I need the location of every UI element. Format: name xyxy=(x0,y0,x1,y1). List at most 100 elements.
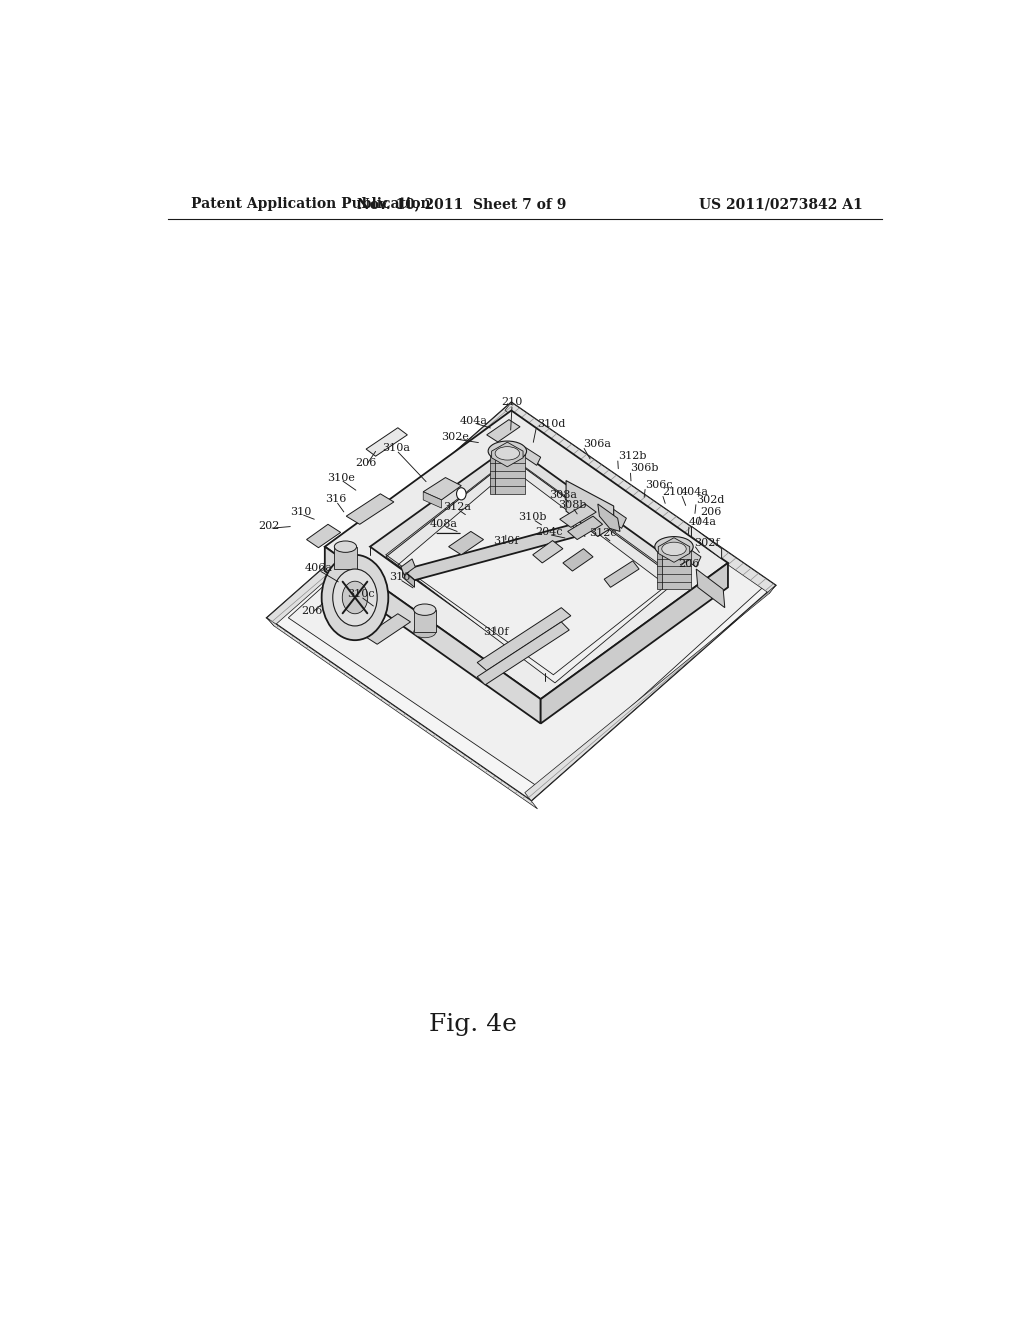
Text: 210: 210 xyxy=(502,397,523,408)
Ellipse shape xyxy=(334,541,356,552)
Text: 306a: 306a xyxy=(583,440,610,449)
Text: 406a: 406a xyxy=(304,564,333,573)
Text: Patent Application Publication: Patent Application Publication xyxy=(191,197,431,211)
Ellipse shape xyxy=(496,446,519,461)
Polygon shape xyxy=(267,403,775,801)
Text: 302f: 302f xyxy=(694,537,719,548)
Polygon shape xyxy=(604,561,639,587)
Polygon shape xyxy=(449,532,483,554)
Polygon shape xyxy=(691,527,722,558)
Polygon shape xyxy=(367,428,408,457)
PathPatch shape xyxy=(505,403,775,594)
Polygon shape xyxy=(423,478,461,500)
Polygon shape xyxy=(370,445,687,673)
Text: 202: 202 xyxy=(259,521,280,532)
Polygon shape xyxy=(658,537,690,562)
Polygon shape xyxy=(656,546,662,589)
Circle shape xyxy=(322,554,388,640)
Text: 306b: 306b xyxy=(631,463,658,474)
Text: 310a: 310a xyxy=(382,444,411,453)
Ellipse shape xyxy=(654,537,693,557)
Circle shape xyxy=(333,569,377,626)
Text: 316: 316 xyxy=(326,494,346,504)
Text: 312b: 312b xyxy=(617,451,646,461)
Circle shape xyxy=(457,487,466,500)
Polygon shape xyxy=(306,524,341,548)
PathPatch shape xyxy=(267,618,538,809)
Text: 310f: 310f xyxy=(482,627,508,638)
Polygon shape xyxy=(402,570,415,587)
Polygon shape xyxy=(496,451,524,494)
Polygon shape xyxy=(524,585,775,801)
Text: 310d: 310d xyxy=(537,418,565,429)
Polygon shape xyxy=(414,610,436,632)
Polygon shape xyxy=(401,558,416,576)
Polygon shape xyxy=(334,546,356,569)
Polygon shape xyxy=(489,451,496,494)
Ellipse shape xyxy=(414,605,436,615)
Polygon shape xyxy=(397,469,670,682)
Text: 310f: 310f xyxy=(493,536,518,545)
Polygon shape xyxy=(325,411,728,700)
Polygon shape xyxy=(532,541,563,562)
Text: 310: 310 xyxy=(291,507,311,517)
Polygon shape xyxy=(676,543,701,568)
Polygon shape xyxy=(560,504,596,528)
Ellipse shape xyxy=(414,627,436,638)
Text: 312c: 312c xyxy=(590,528,617,539)
Text: 206: 206 xyxy=(301,606,323,615)
Polygon shape xyxy=(423,492,441,508)
Polygon shape xyxy=(505,403,775,594)
Text: 302d: 302d xyxy=(696,495,725,506)
Polygon shape xyxy=(346,494,394,524)
Text: 316: 316 xyxy=(389,572,410,582)
Text: 312a: 312a xyxy=(443,502,471,512)
Text: 210: 210 xyxy=(663,487,683,496)
Text: 404a: 404a xyxy=(459,416,487,425)
Text: 306c: 306c xyxy=(645,479,673,490)
Polygon shape xyxy=(486,420,520,442)
Polygon shape xyxy=(696,569,725,607)
Polygon shape xyxy=(521,447,541,466)
Text: US 2011/0273842 A1: US 2011/0273842 A1 xyxy=(699,197,863,211)
Text: 204c: 204c xyxy=(535,528,562,537)
Text: Nov. 10, 2011  Sheet 7 of 9: Nov. 10, 2011 Sheet 7 of 9 xyxy=(356,197,566,211)
PathPatch shape xyxy=(267,403,518,626)
Text: 206: 206 xyxy=(355,458,377,469)
Circle shape xyxy=(342,581,368,614)
Polygon shape xyxy=(601,504,627,528)
Text: 302e: 302e xyxy=(441,432,469,442)
Polygon shape xyxy=(563,549,593,572)
Polygon shape xyxy=(477,607,570,671)
Ellipse shape xyxy=(662,543,686,556)
Polygon shape xyxy=(289,417,763,788)
Polygon shape xyxy=(492,442,523,467)
Polygon shape xyxy=(386,458,677,677)
Polygon shape xyxy=(477,622,569,685)
Polygon shape xyxy=(325,546,541,723)
PathPatch shape xyxy=(524,585,775,801)
Text: 308a: 308a xyxy=(549,490,577,500)
Polygon shape xyxy=(567,516,602,540)
Polygon shape xyxy=(598,504,620,532)
Text: 310e: 310e xyxy=(327,473,354,483)
Ellipse shape xyxy=(488,441,526,461)
Text: Fig. 4e: Fig. 4e xyxy=(429,1012,517,1036)
Polygon shape xyxy=(402,524,585,581)
Polygon shape xyxy=(267,403,518,626)
Text: 404a: 404a xyxy=(681,487,710,496)
Polygon shape xyxy=(541,562,728,723)
Polygon shape xyxy=(570,521,585,536)
Polygon shape xyxy=(662,546,691,589)
Text: 308b: 308b xyxy=(558,500,587,510)
Text: 408a: 408a xyxy=(430,519,458,529)
Text: 206: 206 xyxy=(678,558,699,569)
Polygon shape xyxy=(365,614,411,644)
Text: 206: 206 xyxy=(700,507,722,517)
Ellipse shape xyxy=(334,564,356,574)
Polygon shape xyxy=(267,618,538,809)
Polygon shape xyxy=(566,480,613,536)
Text: 310b: 310b xyxy=(518,512,547,523)
Text: 310c: 310c xyxy=(347,590,375,599)
Text: 404a: 404a xyxy=(689,517,717,527)
